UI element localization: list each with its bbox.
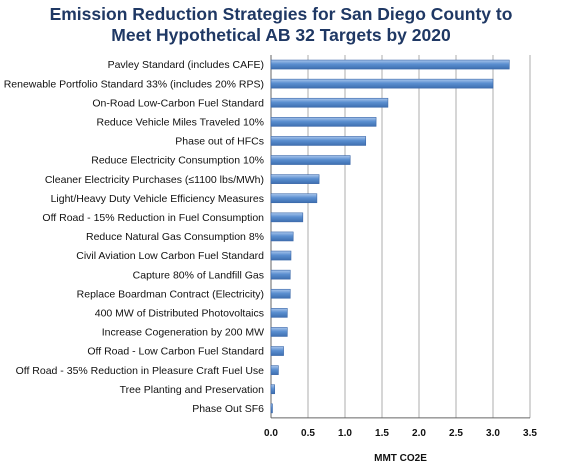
- category-label: Off Road - 15% Reduction in Fuel Consump…: [42, 212, 264, 224]
- bar: [270, 403, 273, 414]
- category-label: Increase Cogeneration by 200 MW: [102, 327, 264, 339]
- bar: [270, 327, 288, 337]
- bar: [270, 288, 291, 299]
- x-tick-label: 3.0: [486, 428, 500, 439]
- category-label: 400 MW of Distributed Photovoltaics: [95, 307, 264, 319]
- bar: [270, 250, 292, 261]
- category-label: Tree Planting and Preservation: [120, 384, 265, 396]
- x-axis-title: MMT CO2E: [374, 453, 427, 464]
- category-label: Pavley Standard (includes CAFE): [108, 59, 264, 71]
- x-tick-label: 0.5: [301, 428, 315, 439]
- category-label: Replace Boardman Contract (Electricity): [77, 288, 264, 300]
- x-tick-label: 3.5: [523, 428, 537, 439]
- bar: [270, 269, 291, 280]
- category-label: Reduce Electricity Consumption 10%: [91, 155, 264, 167]
- category-label: Reduce Natural Gas Consumption 8%: [86, 231, 264, 243]
- category-label: Civil Aviation Low Carbon Fuel Standard: [76, 250, 264, 262]
- bar: [270, 78, 494, 89]
- category-label: Phase out of HFCs: [175, 136, 264, 148]
- bar: [270, 308, 288, 318]
- category-label: Renewable Portfolio Standard 33% (includ…: [4, 78, 264, 90]
- bar: [270, 97, 389, 108]
- category-label: Light/Heavy Duty Vehicle Efficiency Meas…: [51, 193, 264, 205]
- category-label: Phase Out SF6: [192, 403, 264, 415]
- x-tick-label: 1.5: [375, 428, 389, 439]
- bar: [270, 117, 377, 127]
- category-label: Off Road - 35% Reduction in Pleasure Cra…: [16, 365, 265, 377]
- bar: [270, 231, 294, 242]
- category-label: Capture 80% of Landfill Gas: [133, 269, 264, 281]
- bar: [270, 193, 318, 204]
- bar: [270, 174, 320, 184]
- bar: [270, 384, 275, 395]
- category-label: Reduce Vehicle Miles Traveled 10%: [96, 116, 264, 128]
- x-tick-label: 0.0: [264, 428, 278, 439]
- category-label: Off Road - Low Carbon Fuel Standard: [87, 346, 264, 358]
- category-label: Cleaner Electricity Purchases (≤1100 lbs…: [45, 174, 264, 186]
- x-tick-label: 2.0: [412, 428, 426, 439]
- x-tick-label: 1.0: [338, 428, 352, 439]
- bar: [270, 365, 279, 375]
- bar: [270, 59, 510, 70]
- bar: [270, 136, 367, 146]
- chart-title-line-2: Meet Hypothetical AB 32 Targets by 2020: [111, 25, 451, 45]
- x-tick-label: 2.5: [449, 428, 463, 439]
- category-label: On-Road Low-Carbon Fuel Standard: [92, 97, 264, 109]
- bar: [270, 346, 284, 356]
- bar: [270, 155, 351, 165]
- bar: [270, 212, 304, 223]
- chart-title-line-1: Emission Reduction Strategies for San Di…: [49, 4, 513, 24]
